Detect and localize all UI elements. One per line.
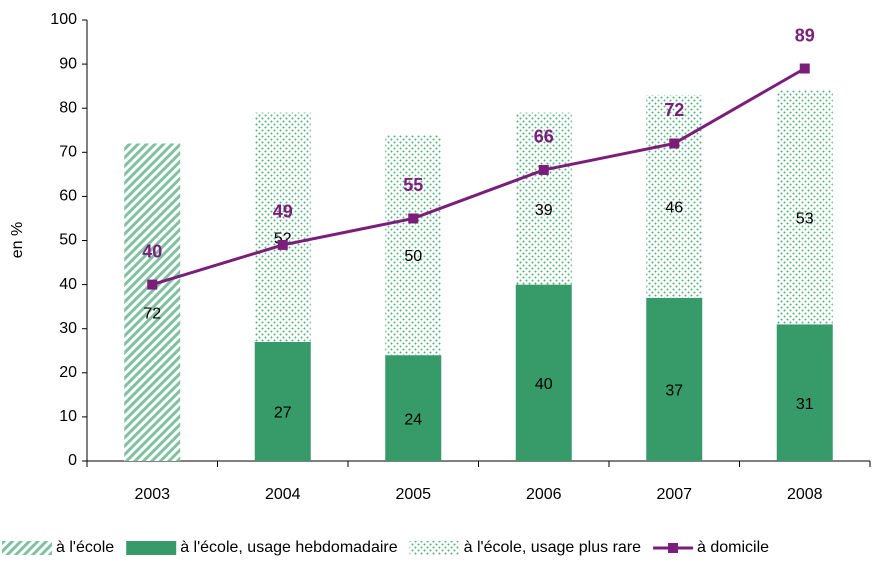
x-tick-label: 2006 xyxy=(526,486,562,503)
line-marker xyxy=(799,63,810,74)
line-label: 55 xyxy=(403,175,423,195)
legend-swatch xyxy=(126,541,177,555)
bar-segment xyxy=(385,355,442,461)
line-label: 66 xyxy=(534,127,554,147)
legend-label: à l'école, usage hebdomadaire xyxy=(180,539,398,556)
legend-item: à l'école, usage plus rare xyxy=(409,539,641,556)
legend-item: à l'école xyxy=(2,539,114,556)
bar-segment xyxy=(385,134,442,356)
data-label: 46 xyxy=(665,200,683,217)
y-tick-label: 40 xyxy=(59,276,77,293)
y-tick-label: 0 xyxy=(68,452,77,469)
legend-item: à l'école, usage hebdomadaire xyxy=(126,539,398,556)
line-marker xyxy=(408,213,419,224)
bar-segment xyxy=(646,94,703,298)
y-tick-label: 50 xyxy=(59,232,77,249)
x-tick-label: 2004 xyxy=(265,486,301,503)
data-label: 53 xyxy=(796,211,814,228)
x-tick-label: 2007 xyxy=(656,486,692,503)
data-label: 37 xyxy=(665,383,683,400)
legend-swatch xyxy=(2,541,52,555)
bar-segment xyxy=(254,341,311,461)
legend-label: à l'école xyxy=(56,539,114,556)
data-label: 72 xyxy=(143,305,161,322)
bar-segment xyxy=(515,112,572,285)
data-label: 31 xyxy=(796,396,814,413)
legend-swatch xyxy=(409,541,460,555)
line-label: 40 xyxy=(142,241,162,261)
x-tick-label: 2003 xyxy=(134,486,170,503)
x-tick-label: 2005 xyxy=(395,486,431,503)
line-marker xyxy=(538,164,549,175)
line-marker xyxy=(669,138,680,149)
line xyxy=(151,67,806,287)
y-tick-label: 100 xyxy=(50,11,77,28)
bar-segment xyxy=(254,112,311,342)
x-tick-label: 2008 xyxy=(787,486,823,503)
bar-segment xyxy=(124,143,181,462)
bar-segment xyxy=(776,90,833,325)
legend-label: à l'école, usage plus rare xyxy=(464,539,641,556)
legend-item: à domicile xyxy=(653,539,769,556)
data-label: 50 xyxy=(404,248,422,265)
line-marker xyxy=(277,239,288,250)
line-label: 89 xyxy=(795,25,815,45)
data-label: 27 xyxy=(274,405,292,422)
legend-label: à domicile xyxy=(697,539,769,556)
y-tick-label: 70 xyxy=(59,144,77,161)
y-tick-label: 20 xyxy=(59,364,77,381)
bar-segment xyxy=(646,297,703,461)
legend-marker xyxy=(668,543,679,553)
y-tick-label: 10 xyxy=(59,408,77,425)
y-axis-label: en % xyxy=(9,222,26,258)
data-label: 40 xyxy=(535,376,553,393)
bar-segment xyxy=(776,324,833,461)
data-label: 39 xyxy=(535,202,553,219)
y-tick-label: 90 xyxy=(59,55,77,72)
y-tick-label: 60 xyxy=(59,188,77,205)
line-label: 72 xyxy=(664,100,684,120)
line-marker xyxy=(147,279,158,290)
bar-segment xyxy=(515,284,572,461)
y-tick-label: 30 xyxy=(59,320,77,337)
line-label: 49 xyxy=(273,202,293,222)
data-label: 24 xyxy=(404,411,422,428)
y-tick-label: 80 xyxy=(59,99,77,116)
